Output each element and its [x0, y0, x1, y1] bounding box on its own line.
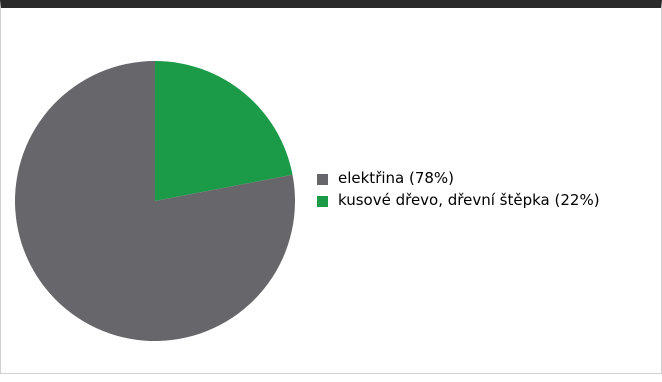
legend-swatch-wood — [317, 196, 328, 207]
legend: elektřina (78%) kusové dřevo, dřevní ště… — [317, 170, 637, 214]
legend-swatch-electricity — [317, 174, 328, 185]
chart-frame: elektřina (78%) kusové dřevo, dřevní ště… — [0, 0, 662, 374]
legend-label-wood: kusové dřevo, dřevní štěpka (22%) — [338, 191, 600, 209]
legend-item-wood: kusové dřevo, dřevní štěpka (22%) — [317, 192, 637, 208]
pie-slice-0 — [14, 61, 295, 341]
legend-label-electricity: elektřina (78%) — [338, 169, 455, 187]
pie-slices — [14, 61, 295, 341]
pie-chart — [14, 61, 295, 341]
legend-item-electricity: elektřina (78%) — [317, 170, 637, 186]
pie-slice-1 — [155, 61, 293, 201]
